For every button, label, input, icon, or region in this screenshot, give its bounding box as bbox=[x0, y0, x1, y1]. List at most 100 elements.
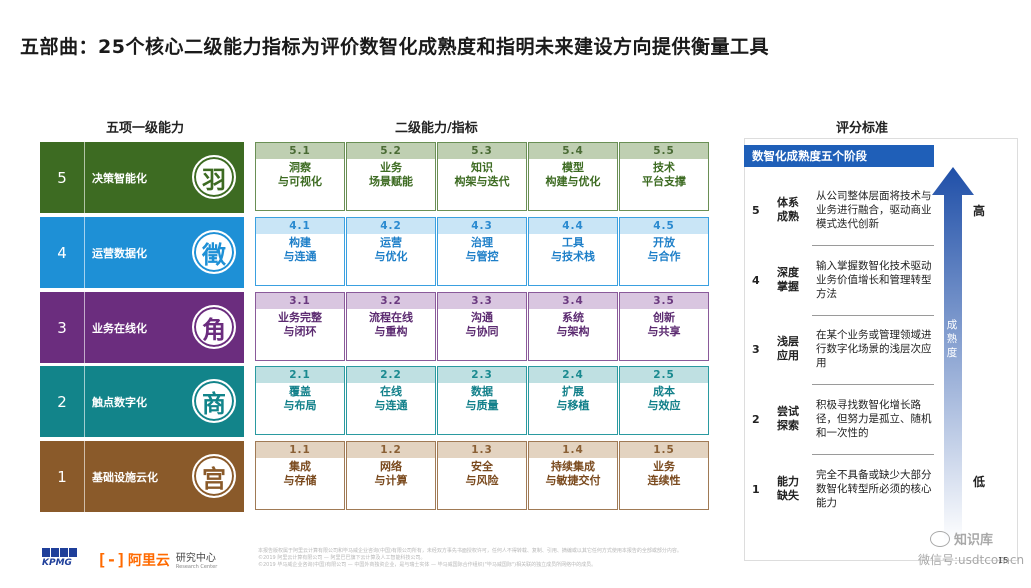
indicator-code: 2.1 bbox=[256, 367, 344, 383]
stage-description: 在某个业务或管理领域进行数字化场景的浅层次应用 bbox=[816, 329, 932, 369]
tier-bar: 1 基础设施云化 宫 bbox=[40, 441, 244, 512]
maturity-stage: 1 能力 缺失 完全不具备或缺少大部分数智化转型所必须的核心能力 bbox=[746, 455, 936, 523]
indicator-cell: 3.2 流程在线 与重构 bbox=[346, 292, 436, 361]
indicator-cell: 3.1 业务完整 与闭环 bbox=[255, 292, 345, 361]
header-scoring: 评分标准 bbox=[836, 121, 889, 136]
stage-number: 2 bbox=[752, 412, 760, 426]
indicator-text: 业务 场景赋能 bbox=[369, 161, 413, 188]
stage-separator bbox=[812, 384, 934, 385]
tier-seal-icon: 徵 bbox=[192, 230, 236, 274]
indicator-cell: 2.4 扩展 与移植 bbox=[528, 366, 618, 435]
tier-bar: 4 运营数据化 徵 bbox=[40, 217, 244, 288]
copyright-note-1: 本报告版权属于阿里云计算有限公司和毕马威企业咨询(中国)有限公司所有，未经双方事… bbox=[258, 548, 682, 554]
maturity-arrow bbox=[932, 167, 974, 543]
level-high-label: 高 bbox=[973, 204, 986, 218]
page-number: 15 bbox=[998, 556, 1009, 565]
indicator-cell: 1.5 业务 连续性 bbox=[619, 441, 709, 510]
indicator-text: 工具 与技术栈 bbox=[551, 236, 595, 263]
indicator-code: 5.1 bbox=[256, 143, 344, 159]
kpmg-logo: KPMG bbox=[42, 548, 92, 568]
stage-number: 1 bbox=[752, 482, 760, 496]
tier-seal-icon: 角 bbox=[192, 305, 236, 349]
indicator-code: 5.2 bbox=[347, 143, 435, 159]
tier-label: 决策智能化 bbox=[92, 171, 147, 185]
indicator-cell: 5.4 模型 构建与优化 bbox=[528, 142, 618, 211]
indicator-text: 安全 与风险 bbox=[465, 460, 499, 487]
stage-number: 4 bbox=[752, 273, 760, 287]
tier-seal-icon: 羽 bbox=[192, 155, 236, 199]
stage-description: 积极寻找数智化增长路径，但努力是孤立、随机和一次性的 bbox=[816, 399, 932, 439]
maturity-banner: 数智化成熟度五个阶段 bbox=[744, 145, 934, 167]
indicator-cell: 5.3 知识 构架与迭代 bbox=[437, 142, 527, 211]
indicator-text: 网络 与计算 bbox=[374, 460, 408, 487]
indicator-cell: 1.4 持续集成 与敏捷交付 bbox=[528, 441, 618, 510]
indicator-code: 5.3 bbox=[438, 143, 526, 159]
research-center-text: 研究中心 bbox=[175, 553, 216, 564]
stage-separator bbox=[812, 315, 934, 316]
indicator-cell: 3.5 创新 与共享 bbox=[619, 292, 709, 361]
indicator-code: 2.2 bbox=[347, 367, 435, 383]
tier-number: 3 bbox=[57, 318, 67, 337]
copyright-notes: 本报告版权属于阿里云计算有限公司和毕马威企业咨询(中国)有限公司所有，未经双方事… bbox=[258, 548, 868, 569]
tier-divider bbox=[84, 366, 85, 437]
tier-seal-icon: 宫 bbox=[192, 454, 236, 498]
maturity-stage: 3 浅层 应用 在某个业务或管理领域进行数字化场景的浅层次应用 bbox=[746, 315, 936, 383]
maturity-stage: 5 体系 成熟 从公司整体层面将技术与业务进行融合，驱动商业模式迭代创新 bbox=[746, 176, 936, 244]
stage-name: 深度 掌握 bbox=[777, 266, 799, 293]
watermark-subtitle: 微信号:usdtcomcn bbox=[918, 553, 1025, 567]
indicator-text: 技术 平台支撑 bbox=[642, 161, 686, 188]
indicator-text: 在线 与连通 bbox=[374, 385, 408, 412]
maturity-stage: 2 尝试 探索 积极寻找数智化增长路径，但努力是孤立、随机和一次性的 bbox=[746, 385, 936, 453]
stage-name: 能力 缺失 bbox=[777, 475, 799, 502]
indicator-cell: 1.3 安全 与风险 bbox=[437, 441, 527, 510]
maturity-panel bbox=[744, 138, 1018, 561]
indicator-text: 业务完整 与闭环 bbox=[278, 311, 322, 338]
aliyun-logo: [-] 阿里云 研究中心 Research Center bbox=[97, 549, 217, 570]
indicator-cell: 2.2 在线 与连通 bbox=[346, 366, 436, 435]
header-first-level: 五项一级能力 bbox=[106, 121, 185, 136]
indicator-cell: 2.3 数据 与质量 bbox=[437, 366, 527, 435]
tier-label: 业务在线化 bbox=[92, 321, 147, 335]
indicator-cell: 1.1 集成 与存储 bbox=[255, 441, 345, 510]
indicator-text: 沟通 与协同 bbox=[465, 311, 499, 338]
indicator-text: 模型 构建与优化 bbox=[545, 161, 601, 188]
indicator-code: 5.5 bbox=[620, 143, 708, 159]
header-second-level: 二级能力/指标 bbox=[395, 121, 478, 136]
indicator-cell: 2.5 成本 与效应 bbox=[619, 366, 709, 435]
indicator-text: 流程在线 与重构 bbox=[369, 311, 413, 338]
tier-number: 5 bbox=[57, 168, 67, 187]
tier-label: 触点数字化 bbox=[92, 395, 147, 409]
tier-bar: 5 决策智能化 羽 bbox=[40, 142, 244, 213]
page-title: 五部曲：25个核心二级能力指标为评价数智化成熟度和指明未来建设方向提供衡量工具 bbox=[20, 36, 769, 58]
tier-seal-icon: 商 bbox=[192, 379, 236, 423]
kpmg-logo-text: KPMG bbox=[42, 558, 72, 568]
indicator-code: 1.4 bbox=[529, 442, 617, 458]
research-center-en: Research Center bbox=[175, 564, 218, 570]
indicator-code: 3.3 bbox=[438, 293, 526, 309]
tier-divider bbox=[84, 217, 85, 288]
indicator-cell: 4.3 治理 与管控 bbox=[437, 217, 527, 286]
indicator-code: 1.5 bbox=[620, 442, 708, 458]
indicator-text: 集成 与存储 bbox=[283, 460, 317, 487]
stage-name: 体系 成熟 bbox=[777, 196, 799, 223]
copyright-note-3: ©2019 毕马威企业咨询(中国)有限公司 — 中国外商独资企业，是与瑞士实体 … bbox=[258, 562, 597, 568]
indicator-text: 知识 构架与迭代 bbox=[454, 161, 510, 188]
wechat-icon bbox=[930, 530, 950, 547]
watermark-title: 知识库 bbox=[954, 533, 994, 548]
indicator-code: 1.1 bbox=[256, 442, 344, 458]
indicator-text: 运营 与优化 bbox=[374, 236, 408, 263]
indicator-code: 3.1 bbox=[256, 293, 344, 309]
indicator-code: 2.5 bbox=[620, 367, 708, 383]
stage-name: 浅层 应用 bbox=[777, 335, 799, 362]
indicator-cell: 2.1 覆盖 与布局 bbox=[255, 366, 345, 435]
indicator-text: 构建 与连通 bbox=[283, 236, 317, 263]
indicator-cell: 4.2 运营 与优化 bbox=[346, 217, 436, 286]
indicator-code: 4.5 bbox=[620, 218, 708, 234]
indicator-cell: 1.2 网络 与计算 bbox=[346, 441, 436, 510]
maturity-arrow-label: 成熟度 bbox=[946, 319, 958, 359]
indicator-code: 4.1 bbox=[256, 218, 344, 234]
indicator-text: 覆盖 与布局 bbox=[283, 385, 317, 412]
stage-number: 3 bbox=[752, 342, 760, 356]
kpmg-logo-mark bbox=[42, 548, 92, 557]
wechat-watermark: 知识库 bbox=[930, 529, 993, 548]
